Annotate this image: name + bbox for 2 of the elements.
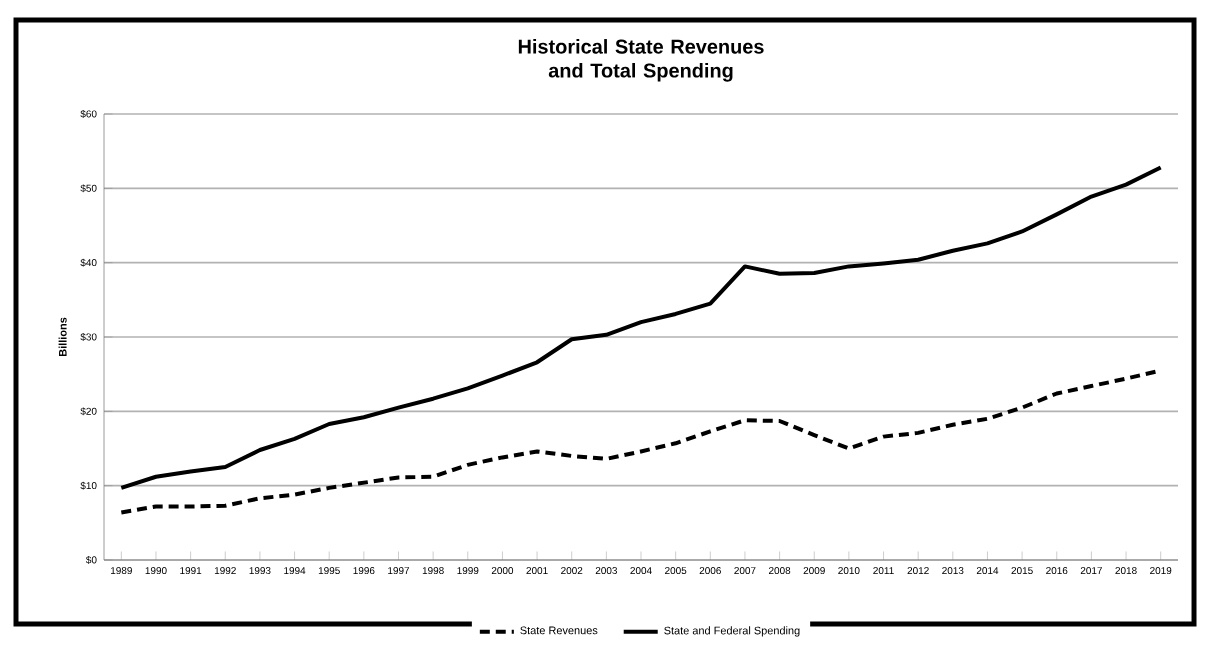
chart-title: Historical State Revenues and Total Spending <box>518 39 764 82</box>
line-series <box>119 165 1163 490</box>
